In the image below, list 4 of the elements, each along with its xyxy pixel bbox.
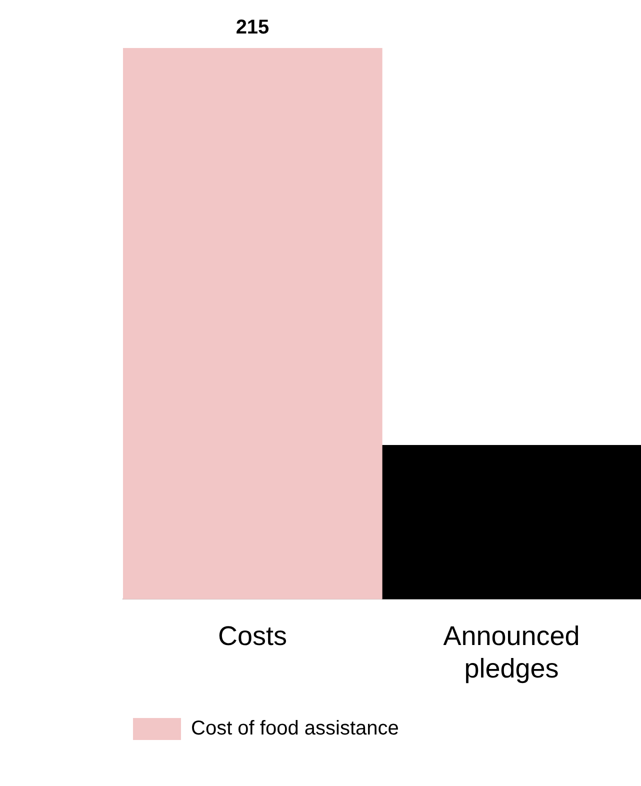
x-tick-label: Costs — [218, 620, 288, 651]
x-tick-label: Announced pledges — [443, 620, 580, 684]
data-label: 215 — [236, 16, 270, 39]
legend-label: Cost of food assistance — [191, 718, 399, 740]
